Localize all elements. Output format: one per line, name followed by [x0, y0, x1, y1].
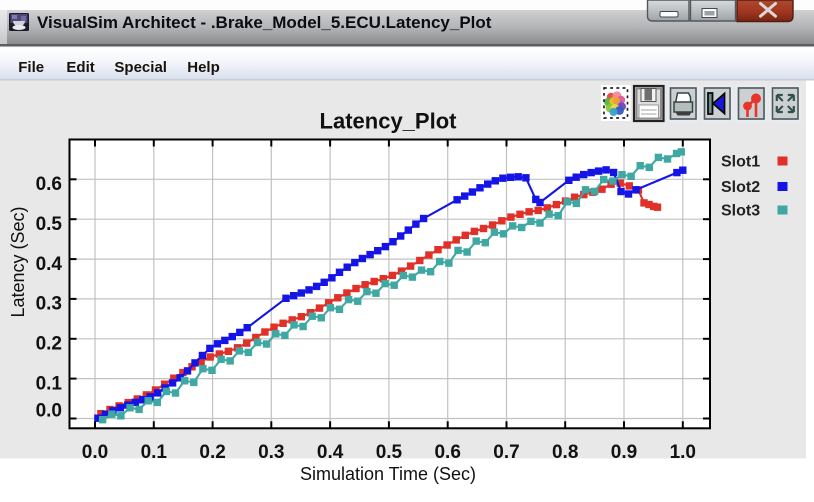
svg-text:1.0: 1.0: [670, 442, 696, 463]
svg-text:Edit: Edit: [66, 59, 94, 76]
svg-text:VisualSim Architect - .Brake_M: VisualSim Architect - .Brake_Model_5.ECU…: [37, 13, 492, 32]
svg-text:0.2: 0.2: [199, 442, 225, 463]
svg-text:0.3: 0.3: [258, 442, 284, 463]
svg-text:0.2: 0.2: [36, 334, 62, 355]
svg-text:0.0: 0.0: [36, 401, 62, 422]
svg-text:0.0: 0.0: [82, 442, 108, 463]
svg-text:Slot3: Slot3: [721, 203, 760, 220]
svg-text:0.7: 0.7: [493, 442, 519, 463]
svg-text:0.1: 0.1: [36, 373, 63, 394]
svg-text:0.6: 0.6: [36, 174, 62, 195]
svg-text:0.8: 0.8: [552, 442, 578, 463]
svg-text:0.5: 0.5: [36, 214, 63, 235]
svg-text:0.4: 0.4: [317, 442, 344, 463]
svg-text:0.6: 0.6: [434, 442, 460, 463]
svg-text:Help: Help: [187, 59, 220, 76]
svg-text:Slot2: Slot2: [721, 179, 760, 196]
svg-text:0.9: 0.9: [611, 442, 637, 463]
svg-text:File: File: [18, 59, 44, 76]
svg-text:0.4: 0.4: [36, 254, 63, 275]
svg-text:0.1: 0.1: [141, 442, 168, 463]
svg-text:Latency_Plot: Latency_Plot: [320, 109, 458, 134]
svg-text:0.3: 0.3: [36, 294, 62, 315]
svg-text:Special: Special: [114, 59, 167, 76]
svg-text:Latency (Sec): Latency (Sec): [8, 206, 28, 317]
svg-text:Simulation Time (Sec): Simulation Time (Sec): [300, 464, 476, 484]
svg-text:Slot1: Slot1: [721, 154, 760, 171]
svg-text:0.5: 0.5: [376, 442, 403, 463]
